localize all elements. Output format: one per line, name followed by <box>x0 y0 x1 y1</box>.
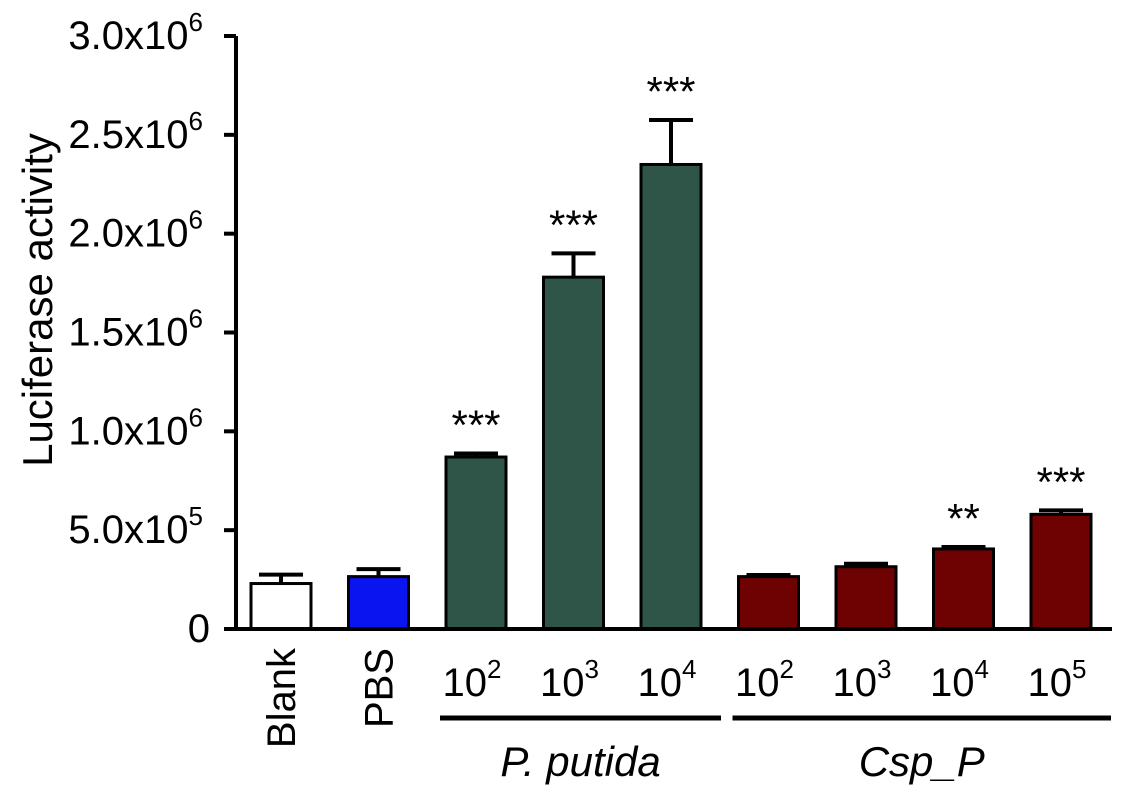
group-label: P. putida <box>500 738 660 785</box>
bar <box>737 575 800 631</box>
significance-marker: *** <box>451 401 500 448</box>
bar <box>932 547 995 631</box>
y-tick-label: 2.0x106 <box>68 205 203 256</box>
bar <box>444 455 508 631</box>
category-label: 103 <box>833 654 892 705</box>
significance-marker: *** <box>1036 458 1085 505</box>
category-label: Blank <box>260 647 304 748</box>
category-label: 105 <box>1028 654 1087 705</box>
category-labels: Blank PBS 102 103 104 102 103 104 105 <box>260 647 1086 748</box>
significance-markers: ************** <box>451 68 1085 542</box>
category-label: PBS <box>358 648 402 728</box>
category-label: 104 <box>930 654 989 705</box>
error-bars <box>259 118 1083 584</box>
y-tick-label: 2.5x106 <box>68 106 203 157</box>
group-label: Csp_P <box>859 738 985 785</box>
group-brackets: P. putida Csp_P <box>440 715 1111 785</box>
bar <box>834 565 898 631</box>
bar <box>347 575 410 631</box>
y-axis-title: Luciferase activity <box>14 133 61 467</box>
bars <box>249 162 1093 631</box>
category-label: 102 <box>443 654 502 705</box>
bar <box>542 275 605 631</box>
bar <box>639 162 703 631</box>
y-tick-label: 1.0x106 <box>68 402 203 453</box>
significance-marker: *** <box>646 68 695 115</box>
y-axis-ticks: 0 5.0x105 1.0x106 1.5x106 2.0x106 2.5x106 3.0x… <box>68 7 236 651</box>
bar <box>1029 512 1093 631</box>
y-tick-label: 5.0x105 <box>68 501 203 552</box>
y-tick-label: 0 <box>188 607 210 651</box>
category-label: 102 <box>735 654 794 705</box>
y-tick-label: 3.0x106 <box>68 7 203 58</box>
significance-marker: *** <box>549 201 598 248</box>
significance-marker: ** <box>947 495 980 542</box>
category-label: 104 <box>638 654 697 705</box>
y-tick-label: 1.5x106 <box>68 304 203 355</box>
category-label: 103 <box>540 654 599 705</box>
bar <box>249 582 313 631</box>
